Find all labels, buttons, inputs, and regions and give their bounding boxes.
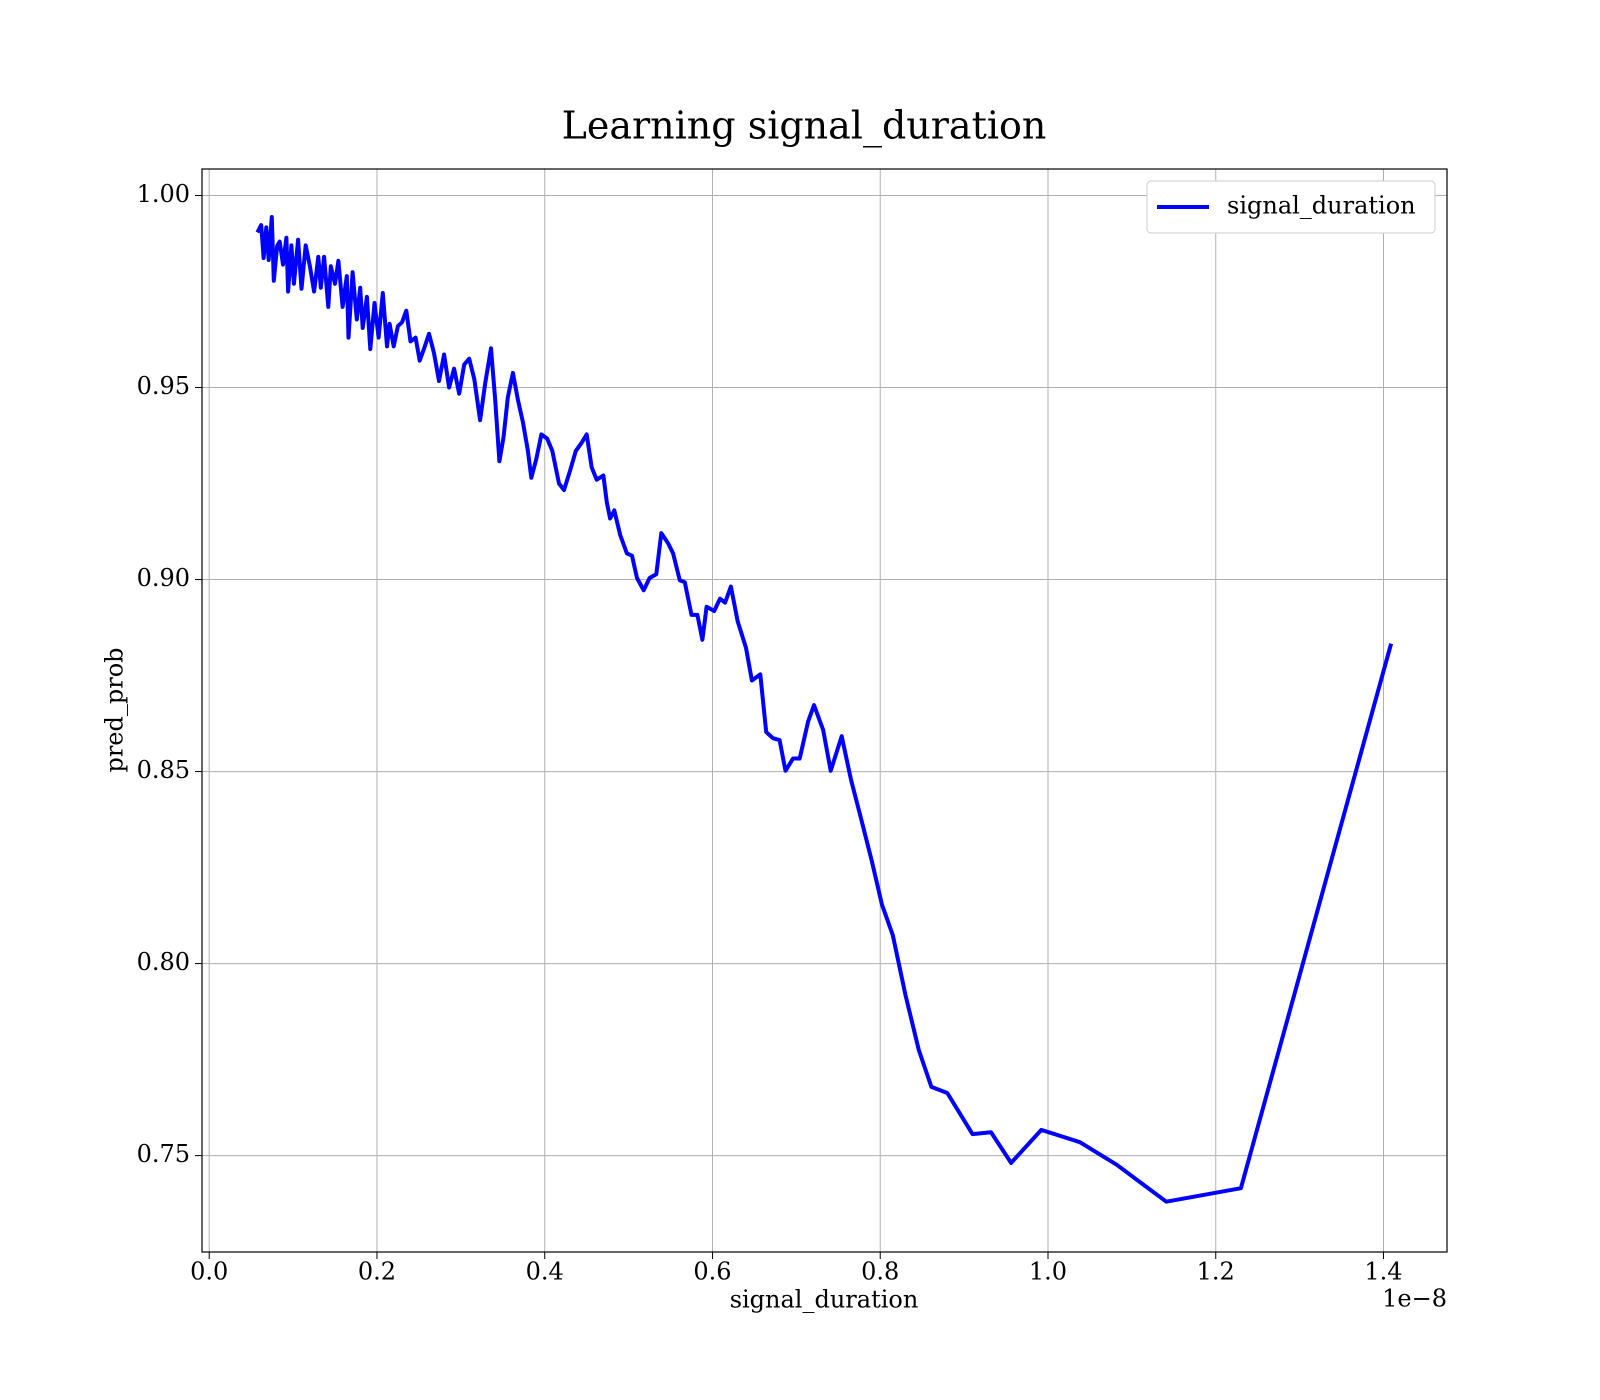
data-line <box>255 215 1394 1204</box>
y-tick-label: 0.80 <box>137 948 190 976</box>
legend-box <box>1146 180 1436 234</box>
plot-frame <box>201 168 1448 1253</box>
chart-title: Learning signal_duration <box>562 104 1047 149</box>
x-tick-label: 0.6 <box>693 1258 731 1286</box>
x-tick-label: 0.0 <box>190 1258 228 1286</box>
x-tick-label: 0.2 <box>358 1258 396 1286</box>
x-axis-label: signal_duration <box>730 1286 919 1314</box>
x-tick-label: 1.2 <box>1197 1258 1235 1286</box>
x-tick-label: 1.0 <box>1029 1258 1067 1286</box>
y-tick-label: 0.85 <box>137 756 190 784</box>
y-tick-label: 1.00 <box>137 180 190 208</box>
y-tick-label: 0.90 <box>137 564 190 592</box>
x-tick-label: 1.4 <box>1364 1258 1402 1286</box>
legend-label: signal_duration <box>1227 192 1416 220</box>
x-offset-label: 1e−8 <box>1382 1285 1447 1313</box>
x-tick-label: 0.4 <box>526 1258 564 1286</box>
y-tick-label: 0.75 <box>137 1140 190 1168</box>
y-axis-label: pred_prob <box>101 647 129 772</box>
x-tick-label: 0.8 <box>861 1258 899 1286</box>
y-tick-label: 0.95 <box>137 372 190 400</box>
